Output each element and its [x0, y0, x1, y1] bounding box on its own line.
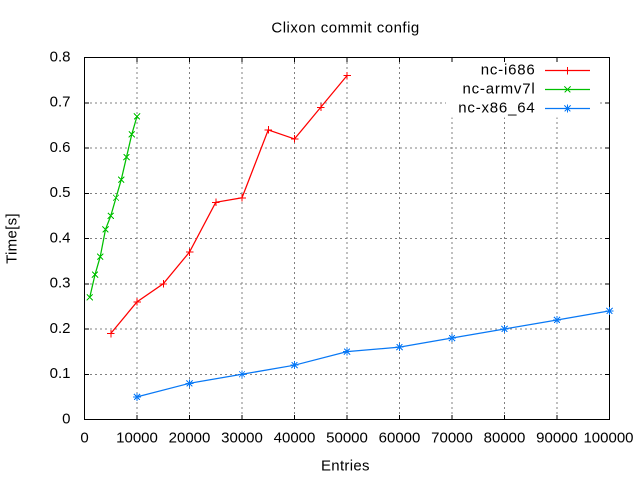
svg-text:0.6: 0.6	[50, 139, 71, 156]
svg-text:80000: 80000	[484, 429, 526, 446]
svg-text:20000: 20000	[169, 429, 211, 446]
svg-text:30000: 30000	[221, 429, 263, 446]
svg-text:10000: 10000	[116, 429, 158, 446]
svg-text:70000: 70000	[431, 429, 473, 446]
svg-text:0: 0	[62, 410, 70, 427]
svg-text:0: 0	[80, 429, 88, 446]
svg-text:0.3: 0.3	[50, 275, 71, 292]
svg-text:90000: 90000	[536, 429, 578, 446]
svg-text:Entries: Entries	[321, 458, 370, 475]
svg-text:0.5: 0.5	[50, 184, 71, 201]
svg-text:40000: 40000	[274, 429, 316, 446]
svg-text:100000: 100000	[583, 429, 633, 446]
svg-text:0.1: 0.1	[50, 365, 71, 382]
svg-text:0.7: 0.7	[50, 94, 71, 111]
svg-text:nc-armv7l: nc-armv7l	[462, 80, 535, 97]
svg-text:Time[s]: Time[s]	[4, 213, 21, 264]
svg-text:nc-i686: nc-i686	[481, 61, 536, 78]
svg-text:Clixon commit config: Clixon commit config	[271, 20, 419, 37]
svg-text:0.8: 0.8	[50, 48, 71, 65]
svg-text:60000: 60000	[379, 429, 421, 446]
svg-text:0.2: 0.2	[50, 320, 71, 337]
svg-text:nc-x86_64: nc-x86_64	[458, 99, 535, 116]
svg-text:50000: 50000	[326, 429, 368, 446]
svg-text:0.4: 0.4	[50, 229, 71, 246]
